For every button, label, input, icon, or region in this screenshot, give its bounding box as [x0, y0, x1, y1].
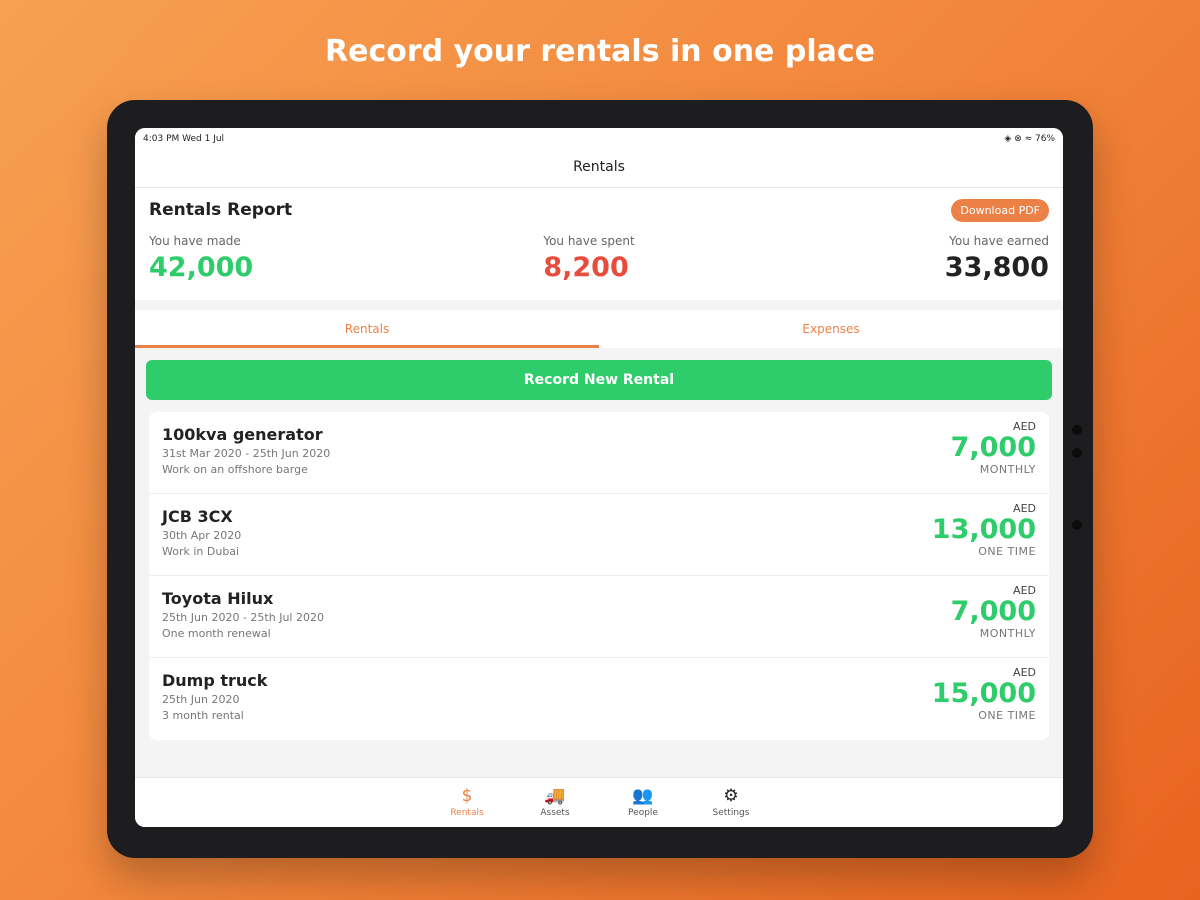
rental-currency: AED — [1013, 584, 1036, 597]
rental-title: JCB 3CX — [162, 507, 233, 526]
rental-period: MONTHLY — [979, 463, 1036, 476]
rental-list: 100kva generator 31st Mar 2020 - 25th Jun… — [149, 412, 1049, 740]
camera-dot — [1072, 448, 1082, 458]
rental-title: 100kva generator — [162, 425, 323, 444]
rentals-report: Rentals Report Download PDF You have mad… — [135, 188, 1063, 300]
rental-note: Work in Dubai — [162, 545, 240, 558]
stat-value: 33,800 — [944, 252, 1049, 283]
tabbar-label: Settings — [712, 808, 750, 818]
rental-note: Work on an offshore barge — [162, 463, 308, 476]
headline: Record your rentals in one place — [325, 34, 875, 69]
tabbar-rentals[interactable]: $ Rentals — [445, 786, 489, 827]
rental-item[interactable]: Toyota Hilux 25th Jun 2020 - 25th Jul 202… — [149, 576, 1049, 658]
rental-note: One month renewal — [162, 627, 271, 640]
tabbar-people[interactable]: 👥 People — [621, 786, 665, 827]
rental-item[interactable]: 100kva generator 31st Mar 2020 - 25th Jun… — [149, 412, 1049, 494]
rental-amount: 15,000 — [931, 678, 1036, 709]
truck-icon: 🚚 — [544, 786, 566, 806]
rental-amount: 7,000 — [950, 596, 1036, 627]
status-bar: 4:03 PM Wed 1 Jul ◈ ⊗ ≈ 76% — [135, 128, 1063, 150]
rental-item[interactable]: Dump truck 25th Jun 2020 3 month rental AE… — [149, 658, 1049, 740]
gear-icon: ⚙ — [723, 786, 739, 806]
tab-rentals[interactable]: Rentals — [135, 310, 599, 348]
tabbar-label: Assets — [540, 808, 570, 818]
stat: You have made 42,000 — [149, 234, 253, 283]
status-indicators: ◈ ⊗ ≈ 76% — [1004, 134, 1055, 144]
stat: You have earned 33,800 — [945, 234, 1049, 283]
stat-value: 8,200 — [543, 252, 629, 283]
rental-title: Dump truck — [162, 671, 268, 690]
rental-dates: 31st Mar 2020 - 25th Jun 2020 — [162, 447, 331, 460]
record-new-rental-button[interactable]: Record New Rental — [146, 360, 1052, 400]
tabbar-label: Rentals — [450, 808, 484, 818]
camera-dot — [1072, 520, 1082, 530]
tab-expenses[interactable]: Expenses — [802, 322, 860, 336]
stat-value: 42,000 — [149, 252, 254, 283]
rental-item[interactable]: JCB 3CX 30th Apr 2020 Work in Dubai AED 13,… — [149, 494, 1049, 576]
rental-note: 3 month rental — [162, 709, 244, 722]
rental-currency: AED — [1013, 666, 1036, 679]
rental-currency: AED — [1013, 420, 1036, 433]
stat: You have spent 8,200 — [543, 234, 634, 283]
tab-bar: $ Rentals 🚚 Assets 👥 People ⚙ Settings — [135, 777, 1063, 827]
stat-label: You have earned — [949, 234, 1049, 248]
download-pdf-button[interactable]: Download PDF — [951, 199, 1049, 222]
tabbar-assets[interactable]: 🚚 Assets — [533, 786, 577, 827]
rental-amount: 13,000 — [931, 514, 1036, 545]
rental-period: ONE TIME — [978, 709, 1036, 722]
segment-tabs: Rentals Expenses — [135, 310, 1063, 348]
people-icon: 👥 — [632, 786, 654, 806]
rental-amount: 7,000 — [950, 432, 1036, 463]
rental-dates: 25th Jun 2020 - 25th Jul 2020 — [162, 611, 324, 624]
status-time: 4:03 PM Wed 1 Jul — [143, 134, 225, 144]
rental-period: ONE TIME — [978, 545, 1036, 558]
tabbar-settings[interactable]: ⚙ Settings — [709, 786, 753, 827]
dollar-icon: $ — [461, 786, 473, 806]
rental-period: MONTHLY — [979, 627, 1036, 640]
stat-label: You have made — [149, 234, 241, 248]
rental-currency: AED — [1013, 502, 1036, 515]
stat-label: You have spent — [543, 234, 635, 248]
camera-dot — [1072, 425, 1082, 435]
rental-dates: 25th Jun 2020 — [162, 693, 240, 706]
app-screen: 4:03 PM Wed 1 Jul ◈ ⊗ ≈ 76% Rentals Rent… — [135, 128, 1063, 827]
report-title: Rentals Report — [149, 200, 293, 220]
tabbar-label: People — [628, 808, 658, 818]
rental-dates: 30th Apr 2020 — [162, 529, 242, 542]
nav-title: Rentals — [135, 150, 1063, 188]
rental-title: Toyota Hilux — [162, 589, 274, 608]
